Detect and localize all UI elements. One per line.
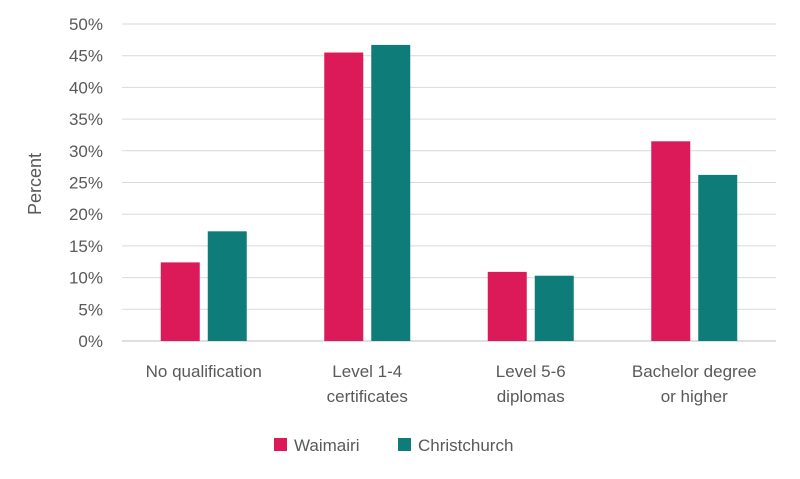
legend-swatch-christchurch [398, 438, 411, 451]
bar-christchurch-3 [698, 174, 738, 341]
bar-christchurch-1 [371, 44, 411, 342]
y-axis-label: Percent [25, 153, 45, 215]
x-category-label: Level 5-6 diplomas [496, 362, 566, 406]
bars [160, 44, 738, 342]
x-category-label: No qualification [146, 362, 262, 381]
y-tick-label: 25% [69, 174, 103, 193]
y-tick-label: 5% [78, 300, 103, 319]
bar-waimairi-1 [324, 52, 364, 341]
y-tick-label: 45% [69, 47, 103, 66]
bar-christchurch-2 [534, 275, 574, 341]
legend: Waimairi Christchurch [274, 436, 513, 455]
x-category-label: Bachelor degree or higher [632, 362, 757, 406]
y-tick-label: 15% [69, 237, 103, 256]
y-tick-label: 30% [69, 142, 103, 161]
x-axis-categories: No qualification Level 1-4 certificates Lev… [146, 362, 757, 406]
bar-waimairi-2 [487, 271, 527, 341]
x-category-label: Level 1-4 certificates [327, 362, 408, 406]
y-axis-ticks: 0% 5% 10% 15% 20% 25% 30% 35% 40% 45% 50% [69, 15, 103, 351]
legend-label-christchurch: Christchurch [418, 436, 513, 455]
legend-label-waimairi: Waimairi [294, 436, 359, 455]
y-tick-label: 10% [69, 269, 103, 288]
y-tick-label: 0% [78, 332, 103, 351]
bar-christchurch-0 [207, 231, 247, 341]
bar-waimairi-3 [651, 141, 691, 341]
y-tick-label: 35% [69, 110, 103, 129]
y-tick-label: 20% [69, 205, 103, 224]
bar-waimairi-0 [160, 262, 200, 341]
y-tick-label: 50% [69, 15, 103, 34]
y-tick-label: 40% [69, 78, 103, 97]
legend-swatch-waimairi [274, 438, 287, 451]
